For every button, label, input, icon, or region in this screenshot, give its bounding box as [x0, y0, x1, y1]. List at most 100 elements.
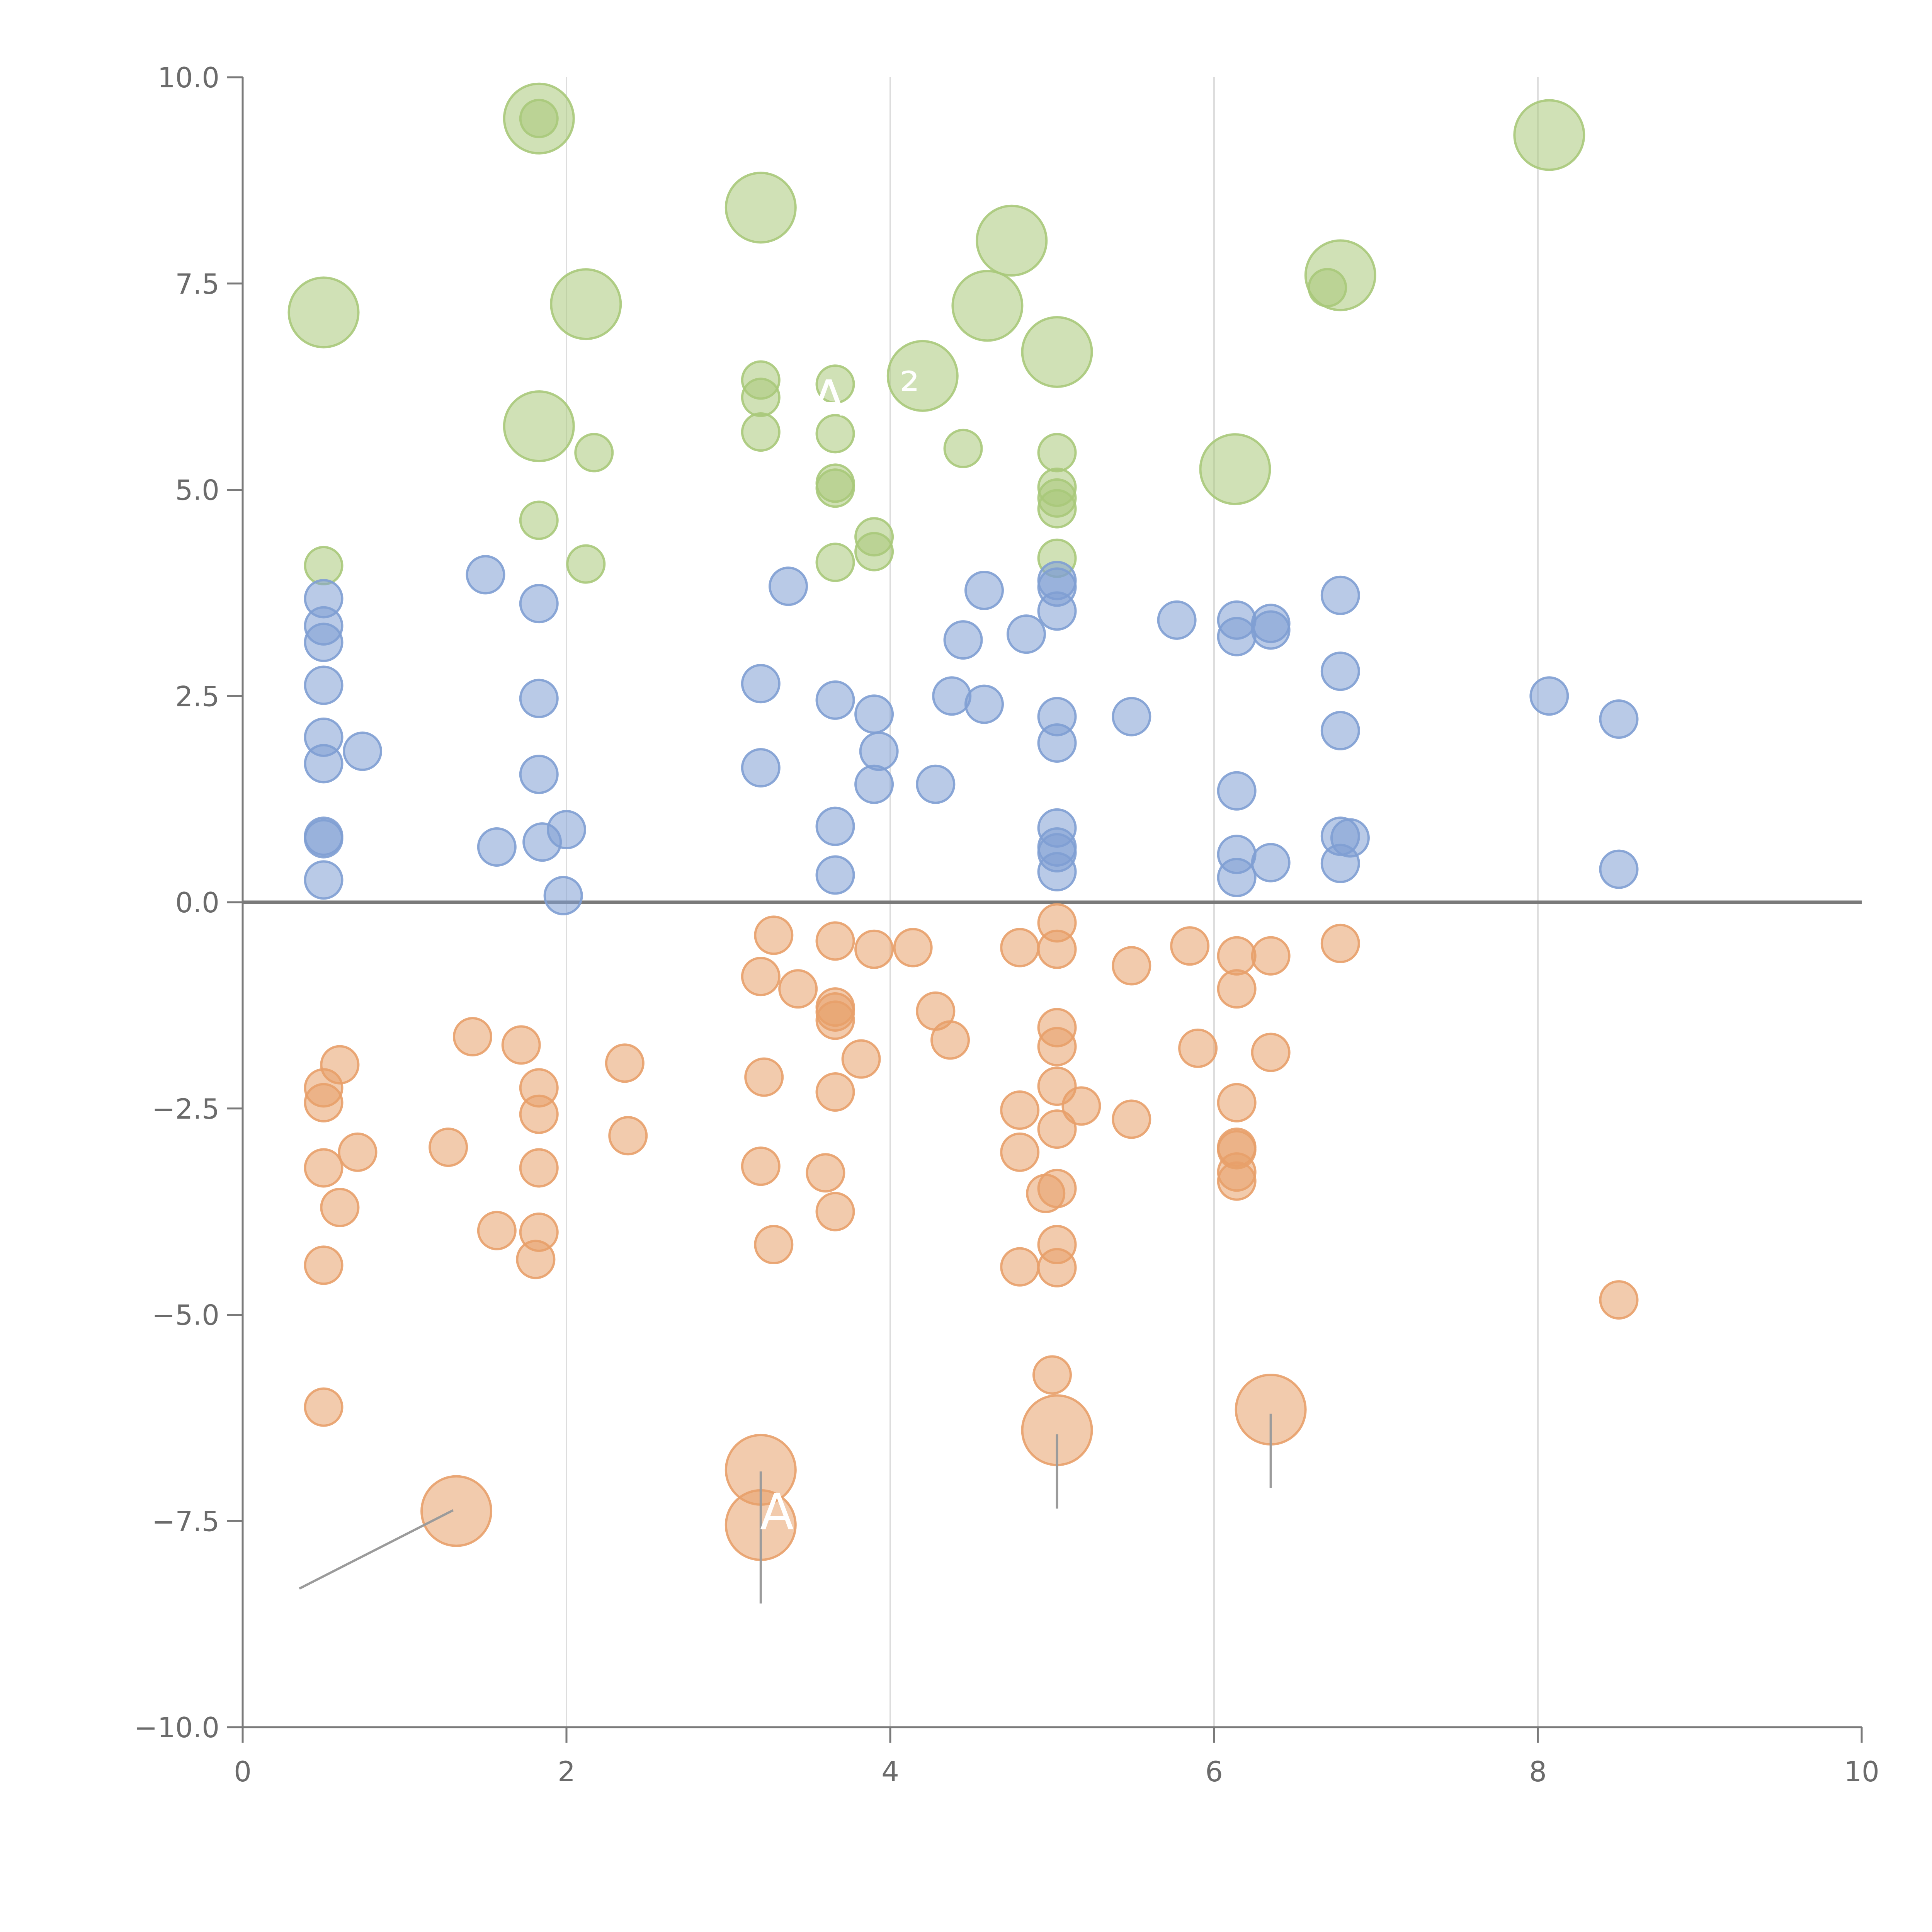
data-point-blue — [741, 664, 781, 704]
data-point-blue — [932, 676, 972, 716]
data-point-blue — [815, 806, 855, 846]
data-point-blue — [1037, 852, 1077, 892]
data-point-orange — [605, 1043, 645, 1083]
leader-line — [299, 1509, 454, 1590]
data-point-blue — [854, 694, 894, 734]
data-point-orange — [1037, 1248, 1077, 1287]
data-point-orange — [854, 929, 894, 969]
data-point-green — [566, 544, 606, 584]
data-point-orange — [1000, 1247, 1040, 1287]
data-point-blue — [304, 744, 344, 784]
data-point-orange — [1000, 1090, 1040, 1130]
data-point-orange — [1170, 926, 1210, 966]
y-tick-label: 0.0 — [175, 886, 219, 919]
data-point-green — [287, 276, 360, 349]
data-point-green — [976, 204, 1048, 277]
data-point-orange — [1037, 1168, 1077, 1208]
data-point-blue — [964, 570, 1004, 610]
data-point-orange — [1251, 936, 1291, 976]
data-point-orange — [304, 1245, 344, 1285]
data-point-orange — [815, 1000, 855, 1040]
data-point-green — [854, 532, 894, 571]
data-point-orange — [519, 1148, 559, 1188]
data-point-orange — [1217, 969, 1257, 1009]
data-point-blue — [343, 731, 383, 771]
data-point-blue — [1320, 844, 1360, 883]
data-point-orange — [754, 915, 794, 955]
data-point-orange — [741, 1146, 781, 1186]
data-point-orange — [516, 1240, 556, 1279]
data-point-green — [519, 500, 559, 540]
y-tick-label: −5.0 — [152, 1299, 219, 1332]
data-point-orange — [841, 1039, 881, 1079]
y-tick-label: −10.0 — [134, 1711, 219, 1744]
data-point-orange — [452, 1017, 492, 1057]
data-point-orange — [1251, 1032, 1291, 1072]
data-point-green — [1037, 433, 1077, 473]
data-point-orange — [1037, 929, 1077, 969]
data-point-blue — [547, 810, 586, 850]
data-point-blue — [916, 764, 956, 804]
data-point-green — [1037, 489, 1077, 529]
data-point-blue — [1037, 723, 1077, 763]
data-point-blue — [1157, 600, 1197, 640]
data-point-blue — [964, 684, 1004, 724]
data-point-orange — [608, 1116, 648, 1156]
data-point-blue — [815, 855, 855, 895]
data-point-blue — [477, 827, 517, 867]
data-point-blue — [1599, 849, 1639, 889]
data-point-orange — [320, 1187, 360, 1227]
data-point-orange — [815, 921, 855, 961]
data-point-orange — [815, 1072, 855, 1112]
data-point-green — [741, 412, 781, 452]
data-point-orange — [338, 1132, 378, 1172]
data-point-orange — [893, 928, 933, 968]
data-point-blue — [1320, 575, 1360, 615]
data-point-blue — [769, 566, 808, 606]
data-point-orange — [754, 1225, 794, 1265]
data-point-orange — [519, 1094, 559, 1134]
data-point-orange — [930, 1020, 970, 1060]
data-point-orange — [1037, 1027, 1077, 1066]
y-tick-label: −2.5 — [152, 1093, 219, 1125]
data-point-orange — [501, 1025, 541, 1065]
point-label: A — [760, 1484, 794, 1541]
data-point-orange — [1000, 928, 1040, 968]
x-tick-label: 6 — [1205, 1755, 1223, 1788]
y-tick-label: 10.0 — [158, 61, 219, 94]
x-tick-label: 0 — [234, 1755, 252, 1788]
data-point-green — [815, 414, 855, 454]
x-tick-label: 8 — [1529, 1755, 1547, 1788]
data-point-blue — [1251, 843, 1291, 883]
data-point-orange — [304, 1387, 344, 1427]
data-point-green — [574, 433, 614, 473]
data-point-blue — [1251, 610, 1291, 650]
data-point-blue — [519, 755, 559, 794]
data-point-green — [1199, 433, 1271, 505]
data-point-blue — [1320, 711, 1360, 750]
data-point-orange — [304, 1083, 344, 1122]
data-point-green — [741, 378, 781, 417]
data-point-blue — [1320, 651, 1360, 691]
data-point-blue — [1006, 614, 1046, 654]
data-point-blue — [304, 819, 344, 859]
data-point-green — [815, 543, 855, 582]
data-point-blue — [519, 679, 559, 718]
data-point-blue — [943, 620, 983, 660]
data-point-orange — [1037, 1109, 1077, 1149]
data-point-blue — [543, 876, 583, 915]
data-point-green — [503, 390, 575, 463]
data-point-orange — [320, 1045, 360, 1085]
data-point-blue — [741, 748, 781, 787]
data-point-orange — [1032, 1355, 1072, 1395]
data-point-green — [1308, 268, 1347, 308]
x-tick-label: 2 — [558, 1755, 575, 1788]
data-point-green — [943, 429, 983, 468]
labels-layer: A ²A — [299, 362, 1272, 1604]
data-point-orange — [744, 1057, 784, 1097]
data-point-green — [1513, 99, 1585, 171]
x-tick-label: 4 — [881, 1755, 899, 1788]
data-point-green — [724, 172, 797, 244]
